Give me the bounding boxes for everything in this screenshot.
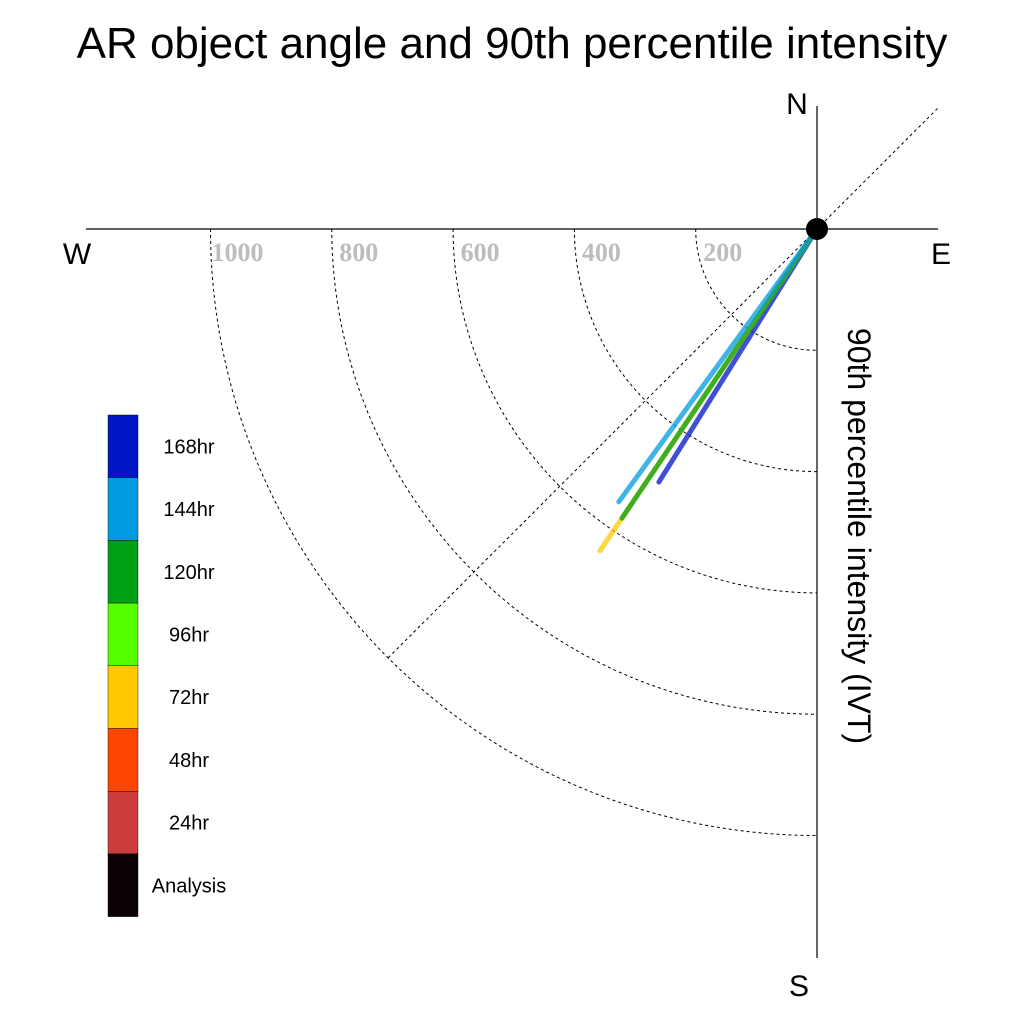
legend-label: 48hr xyxy=(169,750,209,772)
legend-label: 96hr xyxy=(169,624,209,646)
radial-tick-label: 200 xyxy=(703,238,742,267)
legend-swatch xyxy=(107,602,139,666)
radial-tick-label: 600 xyxy=(461,238,500,267)
origin-marker xyxy=(806,218,828,240)
legend-label: Analysis xyxy=(152,875,226,897)
legend-label: 168hr xyxy=(163,436,214,458)
grid-arc-600 xyxy=(452,228,818,594)
legend-label: 120hr xyxy=(163,562,214,584)
grid-arc-200 xyxy=(695,228,818,351)
legend-swatch xyxy=(107,414,139,478)
radial-tick-label: 1000 xyxy=(212,238,264,267)
grid-arc-800 xyxy=(331,228,818,715)
legend-swatch xyxy=(107,540,139,604)
legend: 168hr 144hr 120hr 96hr 72hr 48hr 24hr Analysis xyxy=(107,414,226,917)
compass-east-label: E xyxy=(931,238,951,271)
radial-tick-label: 400 xyxy=(582,238,621,267)
legend-label: 24hr xyxy=(169,813,209,835)
compass-north-label: N xyxy=(786,88,808,121)
legend-label: 72hr xyxy=(169,687,209,709)
grid-arc-400 xyxy=(573,228,818,473)
polar-grid xyxy=(210,107,939,836)
grid-diagonal xyxy=(387,107,939,659)
chart-title: AR object angle and 90th percentile inte… xyxy=(77,19,948,68)
compass-south-label: S xyxy=(789,970,809,1003)
legend-swatch xyxy=(107,853,139,917)
vector-series xyxy=(597,226,820,554)
compass-west-label: W xyxy=(63,238,92,271)
radial-tick-labels: 200 400 600 800 1000 xyxy=(212,238,743,267)
legend-swatch xyxy=(107,728,139,792)
radial-tick-label: 800 xyxy=(339,238,378,267)
vector-144hr xyxy=(616,226,820,505)
y-axis-label: 90th percentile intensity (IVT) xyxy=(841,328,877,744)
legend-swatch xyxy=(107,477,139,541)
legend-swatch xyxy=(107,665,139,729)
legend-label: 144hr xyxy=(163,499,214,521)
legend-swatch xyxy=(107,791,139,855)
